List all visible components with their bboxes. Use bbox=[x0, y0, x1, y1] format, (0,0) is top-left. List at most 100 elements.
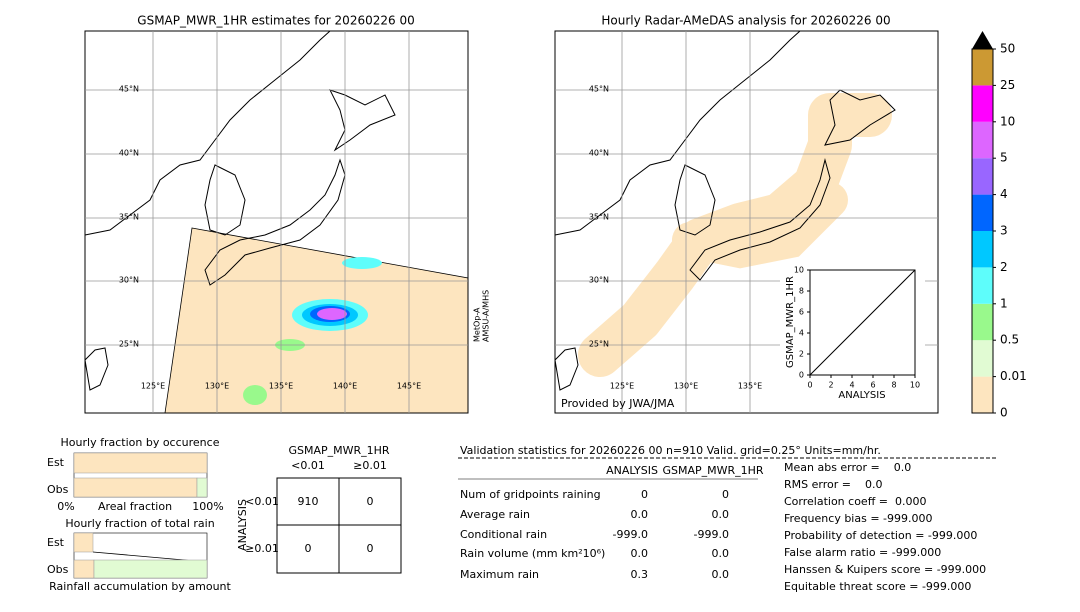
stat-value: 0.0 bbox=[712, 547, 730, 560]
x-tick-label: 0 bbox=[807, 381, 812, 390]
stat-value: 0 bbox=[722, 488, 729, 501]
stat-value: -999.0 bbox=[694, 528, 729, 541]
score: Frequency bias = -999.000 bbox=[784, 512, 933, 525]
x-tick-label: 6 bbox=[870, 381, 875, 390]
coastline bbox=[554, 30, 801, 236]
stat-value: 0.0 bbox=[631, 508, 649, 521]
rain-area bbox=[317, 308, 347, 320]
colorbar-extension bbox=[972, 31, 993, 49]
coastline bbox=[824, 89, 896, 146]
column-label: <0.01 bbox=[291, 459, 325, 472]
lat-label: 30°N bbox=[589, 276, 609, 285]
diagonal bbox=[809, 269, 916, 376]
coastline bbox=[689, 158, 831, 281]
table-cell: 0 bbox=[367, 495, 374, 508]
axis-label: Areal fraction bbox=[98, 500, 172, 513]
colorbar-label: 50 bbox=[1000, 42, 1015, 56]
rain-area bbox=[342, 257, 382, 269]
colorbar-label: 2 bbox=[1000, 260, 1008, 274]
stat-label: Rain volume (mm km²10⁶) bbox=[460, 547, 605, 560]
score: Equitable threat score = -999.000 bbox=[784, 580, 971, 593]
colorbar-label: 25 bbox=[1000, 78, 1015, 92]
lon-label: 130°E bbox=[205, 382, 229, 391]
stat-value: -999.0 bbox=[613, 528, 648, 541]
y-tick-label: 4 bbox=[799, 329, 804, 338]
inset-xlabel: ANALYSIS bbox=[838, 390, 885, 401]
table-cell: 0 bbox=[367, 542, 374, 555]
chart-footer: Rainfall accumulation by amount bbox=[49, 580, 231, 593]
column-label: ANALYSIS bbox=[606, 464, 658, 477]
inset-ylabel: GSMAP_MWR_1HR bbox=[785, 276, 796, 368]
stat-label: Num of gridpoints raining bbox=[460, 488, 601, 501]
colorbar-segment bbox=[972, 158, 993, 195]
coastline bbox=[674, 164, 716, 236]
table-title: GSMAP_MWR_1HR bbox=[288, 444, 389, 457]
score: Correlation coeff = 0.000 bbox=[784, 495, 926, 508]
lat-label: 45°N bbox=[119, 85, 139, 94]
row-label: Obs bbox=[47, 483, 69, 496]
row-label: ≥0.01 bbox=[245, 542, 279, 555]
lat-label: 30°N bbox=[119, 276, 139, 285]
colorbar-segment bbox=[972, 85, 993, 122]
column-label: ≥0.01 bbox=[353, 459, 387, 472]
colorbar-label: 3 bbox=[1000, 224, 1008, 238]
stat-label: Conditional rain bbox=[460, 528, 547, 541]
credit: Provided by JWA/JMA bbox=[561, 397, 675, 410]
axis-label: 0% bbox=[57, 500, 74, 513]
est-bar bbox=[73, 532, 94, 553]
fraction-charts bbox=[73, 452, 208, 579]
stat-value: 0.0 bbox=[712, 508, 730, 521]
score: RMS error = 0.0 bbox=[784, 478, 882, 491]
contingency-table bbox=[276, 477, 402, 574]
y-tick-label: 10 bbox=[794, 266, 804, 275]
stat-value: 0 bbox=[641, 488, 648, 501]
column-label: GSMAP_MWR_1HR bbox=[662, 464, 763, 477]
x-tick-label: 2 bbox=[828, 381, 833, 390]
stats-header: Validation statistics for 20260226 00 n=… bbox=[460, 444, 881, 457]
left-map bbox=[84, 30, 469, 414]
row-label: <0.01 bbox=[245, 495, 279, 508]
stat-label: Maximum rain bbox=[460, 568, 539, 581]
lon-label: 125°E bbox=[610, 382, 634, 391]
colorbar-label: 0.5 bbox=[1000, 333, 1019, 347]
y-tick-label: 6 bbox=[799, 308, 804, 317]
satellite-label: AMSU-A/MHS bbox=[482, 290, 491, 342]
coastline bbox=[329, 89, 396, 152]
row-label: Est bbox=[47, 456, 65, 469]
lat-label: 45°N bbox=[589, 85, 609, 94]
table-cell: 0 bbox=[305, 542, 312, 555]
obs-bar bbox=[196, 477, 208, 498]
stat-value: 0.3 bbox=[631, 568, 649, 581]
lon-label: 135°E bbox=[738, 382, 762, 391]
lon-label: 145°E bbox=[397, 382, 421, 391]
satellite-label: MetOp-A bbox=[473, 307, 482, 342]
x-tick-label: 8 bbox=[891, 381, 896, 390]
score: Mean abs error = 0.0 bbox=[784, 461, 911, 474]
coastline bbox=[204, 158, 346, 286]
lat-label: 25°N bbox=[119, 340, 139, 349]
colorbar-label: 5 bbox=[1000, 151, 1008, 165]
lon-label: 135°E bbox=[269, 382, 293, 391]
colorbar-label: 10 bbox=[1000, 114, 1015, 128]
lat-label: 25°N bbox=[589, 340, 609, 349]
lon-label: 130°E bbox=[674, 382, 698, 391]
coastline bbox=[84, 30, 331, 236]
map-title: Hourly Radar-AMeDAS analysis for 2026022… bbox=[601, 14, 890, 28]
lat-label: 35°N bbox=[119, 213, 139, 222]
row-label: Obs bbox=[47, 563, 69, 576]
colorbar-segment bbox=[972, 303, 993, 341]
colorbar-label: 0 bbox=[1000, 406, 1008, 420]
stat-value: 0.0 bbox=[712, 568, 730, 581]
table-cell: 910 bbox=[298, 495, 319, 508]
axis-label: 100% bbox=[192, 500, 223, 513]
y-tick-label: 8 bbox=[799, 287, 804, 296]
colorbar-segment bbox=[972, 121, 993, 159]
colorbar-label: 0.01 bbox=[1000, 369, 1027, 383]
lat-label: 40°N bbox=[589, 149, 609, 158]
rain-area bbox=[243, 385, 267, 405]
x-tick-label: 10 bbox=[910, 381, 920, 390]
coastline bbox=[554, 347, 579, 391]
y-tick-label: 2 bbox=[799, 350, 804, 359]
score: Hanssen & Kuipers score = -999.000 bbox=[784, 563, 986, 576]
